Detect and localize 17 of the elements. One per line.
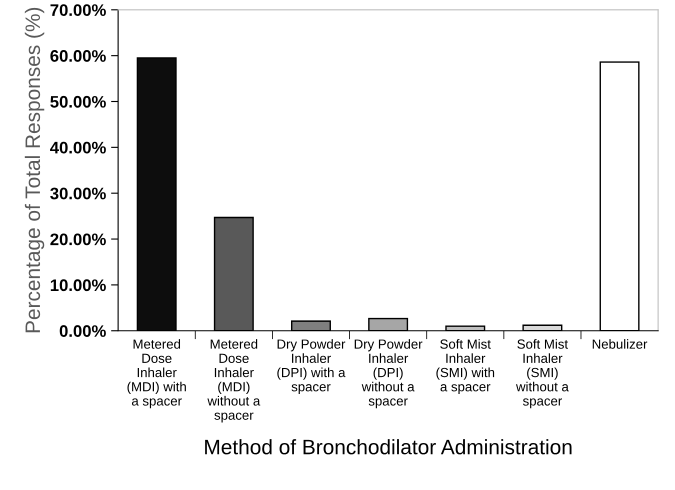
- x-tick-label: Dry Powder Inhaler (DPI) with a spacer: [277, 339, 346, 394]
- y-tick-label: 70.00%: [50, 4, 106, 16]
- x-axis-title: Method of Bronchodilator Administration: [205, 439, 572, 454]
- y-tick-label: 30.00%: [50, 188, 106, 200]
- y-tick-label: 50.00%: [50, 96, 106, 108]
- x-tick-label: Metered Dose Inhaler (MDI) without a spacer: [207, 339, 260, 422]
- y-tick-label: 0.00%: [60, 325, 106, 337]
- y-axis-title: Percentage of Total Responses (%): [24, 8, 44, 332]
- x-tick-label: Soft Mist Inhaler (SMI) without a spacer: [516, 339, 569, 408]
- y-tick-label: 10.00%: [50, 279, 106, 292]
- y-tick-label: 40.00%: [50, 142, 106, 154]
- x-tick-label: Dry Powder Inhaler (DPI) without a spacer: [354, 339, 422, 408]
- x-tick-label: Soft Mist Inhaler (SMI) with a spacer: [436, 339, 494, 394]
- x-tick-label: Metered Dose Inhaler (MDI) with a spacer: [127, 339, 186, 408]
- y-tick-label: 60.00%: [50, 50, 106, 62]
- x-tick-label: Nebulizer: [592, 339, 648, 349]
- y-tick-label: 20.00%: [50, 233, 106, 246]
